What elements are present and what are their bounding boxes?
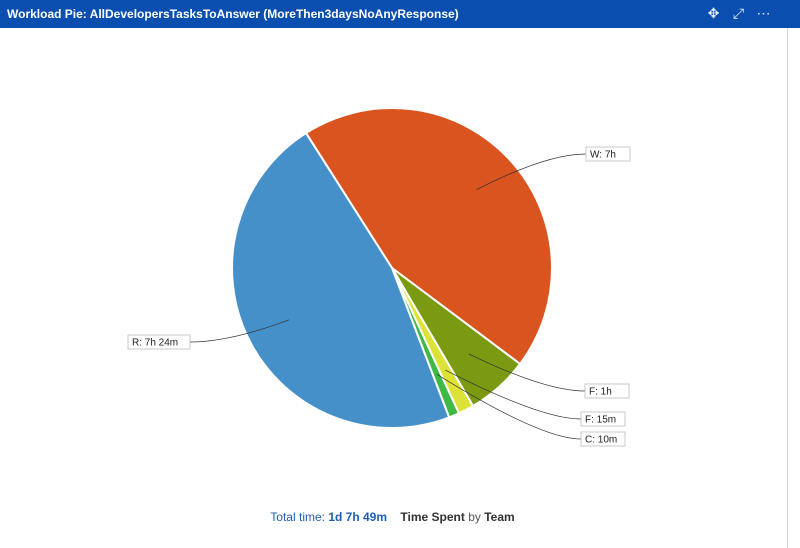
slice-label-box [127, 334, 191, 350]
chart-footer: Total time: 1d 7h 49m Time Spent by Team [0, 510, 785, 524]
leader-line [468, 353, 586, 392]
leader-line [476, 153, 587, 191]
leader-line [445, 369, 582, 420]
pie-chart: W: 7h F: 1h F: 15m C: 10m R: 7h 24m [127, 107, 631, 447]
total-time-value: 1d 7h 49m [328, 510, 388, 524]
slice-label: C: 10m [585, 435, 617, 446]
slice-label: F: 15m [585, 415, 616, 426]
slice-label-box [580, 411, 626, 427]
slice-label: R: 7h 24m [132, 338, 178, 349]
gadget-header: Workload Pie: AllDevelopersTasksToAnswer… [0, 0, 800, 28]
slice-label-box [585, 146, 631, 162]
slice-label: W: 7h [590, 150, 616, 161]
slice-label-box [580, 431, 626, 447]
group-label: Team [484, 510, 515, 524]
pie-slice[interactable] [231, 131, 451, 429]
pie-slice[interactable] [304, 107, 553, 366]
expand-icon[interactable]: ⤢ [732, 5, 745, 21]
metric-label: Time Spent [400, 510, 465, 524]
header-actions: ✥ ⤢ ⋯ [705, 5, 772, 22]
leader-line [189, 319, 290, 343]
more-icon[interactable]: ⋯ [756, 5, 771, 21]
move-icon[interactable]: ✥ [707, 5, 720, 21]
leader-line [436, 373, 582, 440]
total-time-label: Total time: [270, 510, 325, 524]
panel-border [787, 28, 788, 548]
gadget-title: Workload Pie: AllDevelopersTasksToAnswer… [7, 7, 459, 21]
by-label: by [468, 510, 481, 524]
slice-label-box [584, 383, 630, 399]
slice-label: F: 1h [589, 387, 612, 398]
